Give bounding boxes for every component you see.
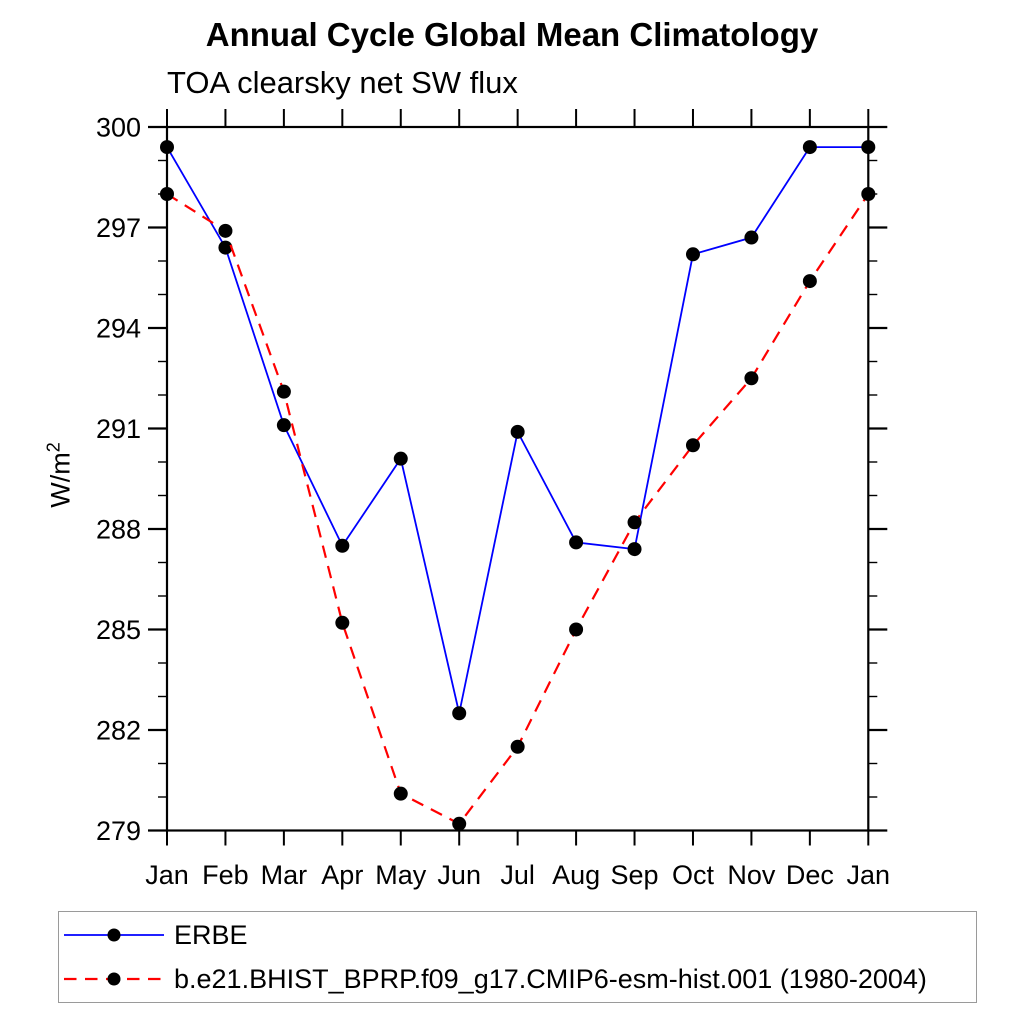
data-point-marker xyxy=(744,371,759,386)
legend-item-erbe: ERBE xyxy=(64,919,248,950)
data-point-marker xyxy=(744,230,759,245)
plot-frame xyxy=(165,125,870,832)
legend-sample-erbe xyxy=(64,928,164,942)
axes: 279 282 285 288 291 294 297 300 Jan Feb Mar Apr May J… xyxy=(96,109,890,890)
chart-subtitle: TOA clearsky net SW flux xyxy=(167,65,518,100)
x-tick-label: Apr xyxy=(321,860,363,890)
y-tick-label: 297 xyxy=(96,213,141,243)
legend-label-erbe: ERBE xyxy=(174,919,248,950)
data-point-marker xyxy=(218,240,233,255)
x-tick-label: Jan xyxy=(847,860,891,890)
x-tick-label: Dec xyxy=(786,860,834,890)
data-point-marker xyxy=(160,187,174,201)
data-point-marker xyxy=(276,384,291,399)
data-point-marker xyxy=(861,140,876,155)
y-tick-label: 285 xyxy=(96,615,141,645)
chart-title: Annual Cycle Global Mean Climatology xyxy=(205,16,819,53)
x-tick-label: May xyxy=(375,860,427,890)
series-erbe xyxy=(160,140,876,721)
y-tick-label: 279 xyxy=(96,816,141,846)
data-point-marker xyxy=(452,816,467,831)
x-tick-label: Jul xyxy=(500,860,535,890)
data-point-marker xyxy=(160,140,174,155)
legend-marker-dot xyxy=(107,972,121,986)
data-point-marker xyxy=(627,542,642,557)
legend-box: ERBE b.e21.BHIST_BPRP.f09_g17.CMIP6-esm-… xyxy=(58,911,977,1003)
data-point-marker xyxy=(452,706,467,721)
data-point-marker xyxy=(802,274,817,289)
y-tick-label: 288 xyxy=(96,515,141,545)
data-point-marker xyxy=(685,247,700,262)
x-tick-label: Nov xyxy=(727,860,776,890)
data-point-marker xyxy=(627,515,642,530)
data-point-marker xyxy=(276,418,291,433)
legend-item-model: b.e21.BHIST_BPRP.f09_g17.CMIP6-esm-hist.… xyxy=(64,963,927,994)
y-tick-label: 282 xyxy=(96,716,141,746)
x-tick-label: Oct xyxy=(672,860,715,890)
data-point-marker xyxy=(861,187,876,201)
x-tick-label: Feb xyxy=(202,860,249,890)
data-point-marker xyxy=(802,140,817,155)
data-point-marker xyxy=(510,424,525,439)
y-tick-label: 291 xyxy=(96,414,141,444)
x-tick-label: Jan xyxy=(145,860,189,890)
data-point-marker xyxy=(218,223,233,238)
data-point-marker xyxy=(335,538,350,553)
x-tick-label: Mar xyxy=(261,860,308,890)
data-point-marker xyxy=(335,615,350,630)
y-tick-label: 294 xyxy=(96,314,141,344)
data-point-marker xyxy=(685,438,700,453)
x-tick-label: Aug xyxy=(552,860,600,890)
legend-sample-model xyxy=(64,972,164,986)
data-point-marker xyxy=(393,786,408,801)
series-model xyxy=(160,187,876,831)
y-tick-label: 300 xyxy=(96,113,141,143)
legend-marker-dot xyxy=(107,928,121,942)
data-point-marker xyxy=(393,451,408,466)
legend-label-model: b.e21.BHIST_BPRP.f09_g17.CMIP6-esm-hist.… xyxy=(174,963,927,994)
data-point-marker xyxy=(510,739,525,754)
x-tick-label: Sep xyxy=(611,860,659,890)
x-tick-label: Jun xyxy=(437,860,481,890)
data-point-marker xyxy=(569,535,584,550)
data-point-marker xyxy=(569,622,584,637)
series-line xyxy=(166,193,870,826)
